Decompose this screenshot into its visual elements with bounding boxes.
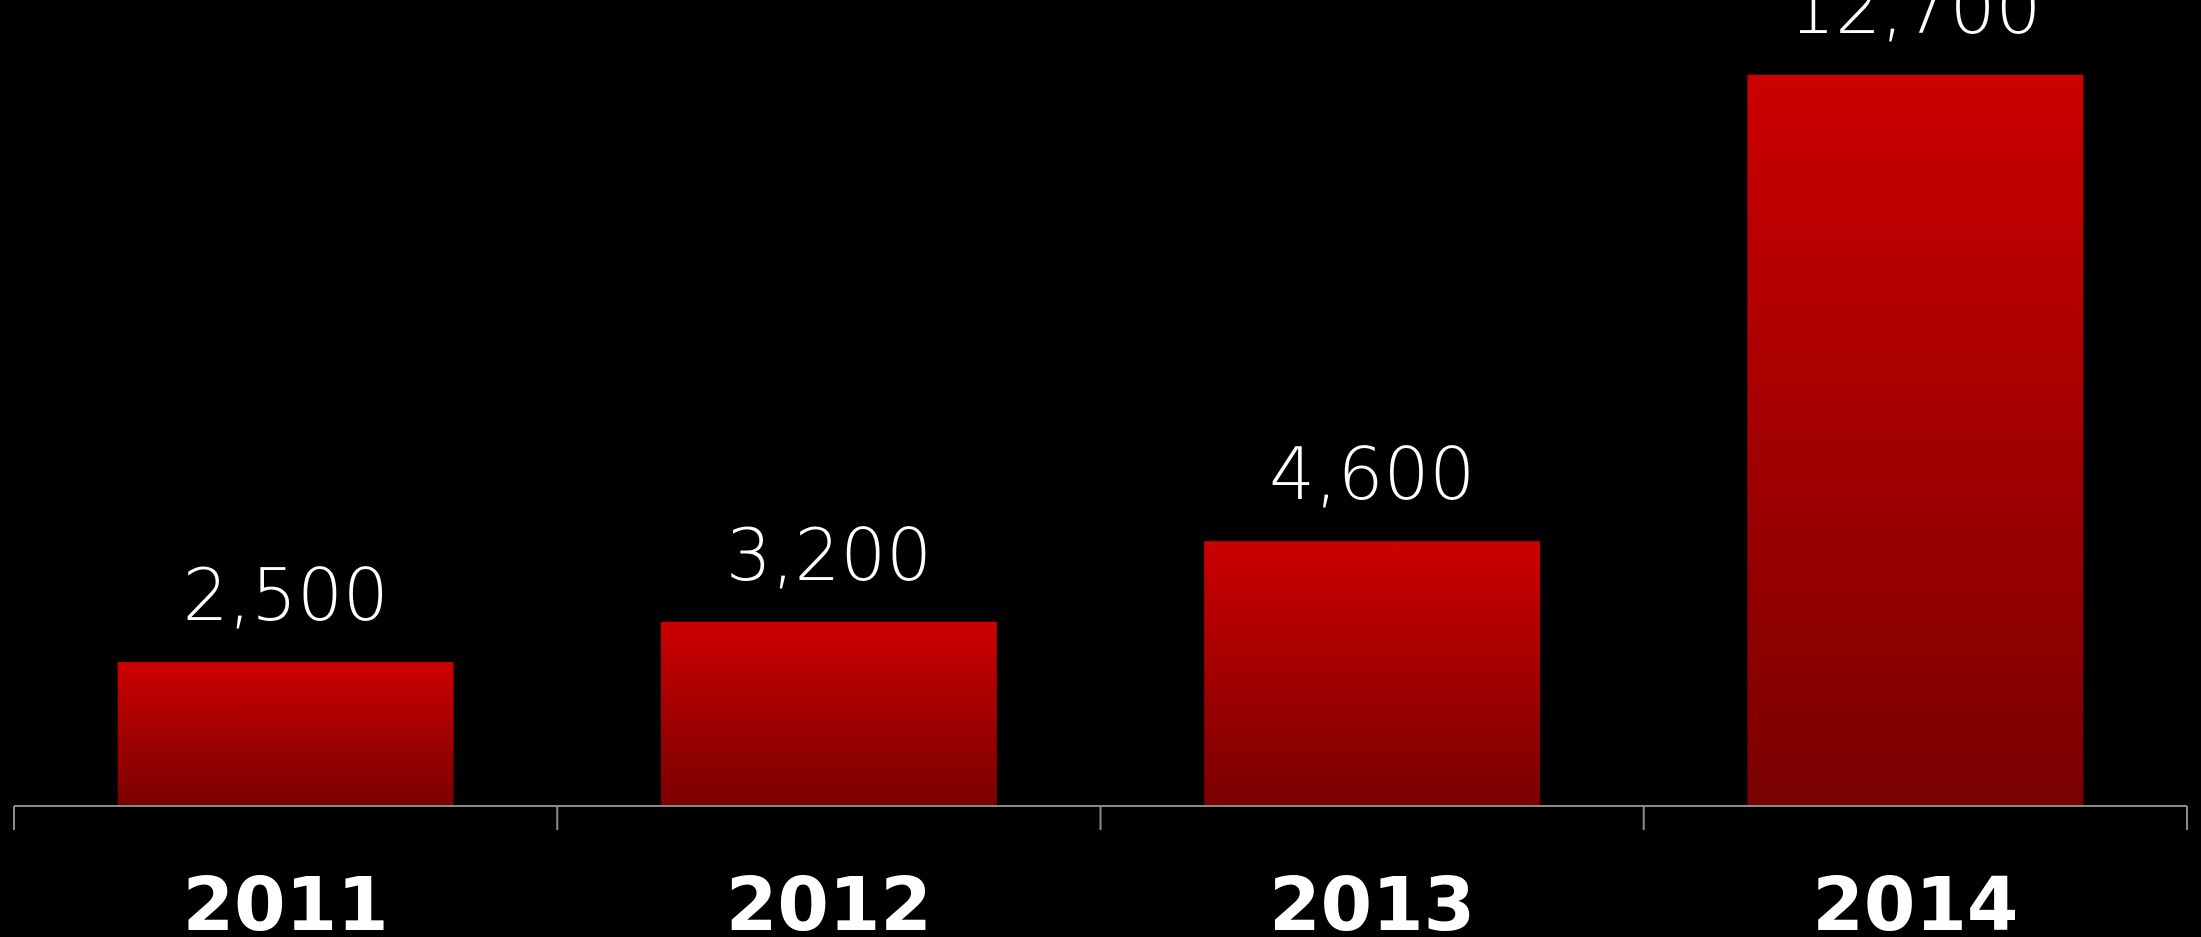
bar-2014	[1747, 74, 2084, 807]
x-tick-label-2011: 2011	[183, 862, 389, 937]
value-label-2014: 12,700	[1789, 0, 2041, 50]
bars-group	[117, 74, 2084, 807]
x-tick-label-2014: 2014	[1812, 862, 2018, 937]
x-tick-labels-group: 2011 2012 2013 2014	[183, 862, 2019, 937]
x-tick-label-2012: 2012	[726, 862, 932, 937]
value-label-2011: 2,500	[183, 553, 389, 637]
bar-2011	[117, 662, 454, 806]
x-axis	[13, 805, 2188, 830]
bar-2012	[660, 621, 997, 806]
bar-2013	[1204, 541, 1541, 806]
x-tick-label-2013: 2013	[1269, 862, 1475, 937]
value-label-2013: 4,600	[1269, 432, 1475, 516]
value-label-2012: 3,200	[726, 513, 932, 597]
value-labels-group: 2,500 3,200 4,600 12,700	[183, 0, 2042, 637]
